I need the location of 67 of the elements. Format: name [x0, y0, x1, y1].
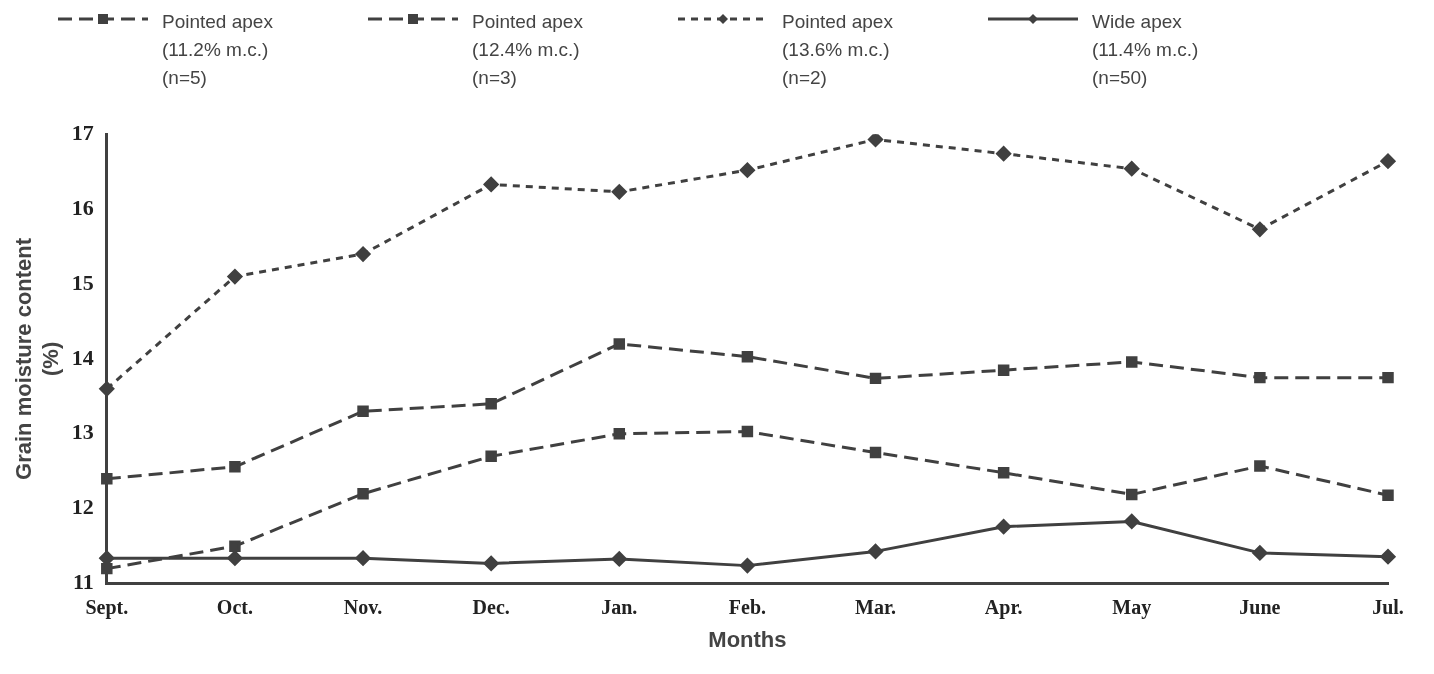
y-tick-label: 13 [71, 419, 94, 445]
x-tick-label: Nov. [343, 595, 383, 618]
legend-label: Pointed apex (11.2% m.c.) (n=5) [162, 10, 273, 90]
point [996, 146, 1012, 162]
point [611, 184, 627, 200]
point [868, 543, 884, 559]
point [485, 398, 497, 410]
point [996, 519, 1012, 535]
x-tick-label: Apr. [984, 595, 1023, 619]
point [997, 364, 1010, 376]
y-tick-label: 16 [71, 194, 94, 220]
x-tick-label: Feb. [728, 595, 767, 618]
point [869, 446, 882, 459]
point [1380, 153, 1396, 169]
point [613, 338, 626, 350]
point [1126, 488, 1138, 501]
point [357, 487, 369, 500]
point [739, 558, 755, 574]
point [357, 405, 369, 418]
point [741, 350, 754, 363]
y-tick-label: 15 [71, 269, 94, 295]
point [1380, 549, 1396, 565]
point [1254, 460, 1266, 472]
legend-label: Pointed apex (12.4% m.c.) (n=3) [472, 10, 583, 90]
point [227, 550, 243, 566]
y-tick-label: 12 [71, 494, 94, 520]
legend-label: Wide apex (11.4% m.c.) (n=50) [1092, 10, 1199, 90]
x-tick-label: June [1239, 595, 1281, 618]
point [227, 269, 243, 285]
y-tick-label: 17 [71, 119, 94, 145]
point [868, 134, 884, 147]
y-tick-label: 11 [73, 569, 94, 595]
point [101, 473, 113, 485]
point [1252, 545, 1268, 561]
point [483, 555, 499, 571]
point [1254, 371, 1266, 384]
point [1252, 221, 1268, 237]
point [997, 467, 1010, 479]
x-tick-label: Jan. [601, 595, 638, 618]
point [613, 428, 626, 440]
point [1124, 161, 1140, 177]
point [99, 381, 115, 397]
x-tick-label: Jul. [1372, 595, 1404, 618]
point [739, 162, 755, 178]
x-tick-label: Dec. [472, 595, 510, 618]
point [869, 372, 882, 385]
x-axis-title: Months [708, 626, 787, 652]
point [101, 562, 113, 575]
point [355, 246, 371, 262]
point [229, 461, 241, 473]
x-tick-label: Oct. [216, 595, 253, 618]
point [355, 550, 371, 566]
point [741, 425, 754, 438]
point [229, 540, 241, 552]
x-tick-label: May [1112, 595, 1152, 619]
point [611, 551, 627, 567]
point [483, 176, 499, 192]
legend-label: Pointed apex (13.6% m.c.) (n=2) [782, 10, 893, 90]
y-axis-title: Grain moisture content (%) [11, 237, 63, 480]
point [1382, 371, 1394, 384]
point [1126, 356, 1138, 368]
point [485, 450, 497, 463]
x-tick-label: Mar. [855, 595, 896, 618]
point [1382, 489, 1394, 501]
x-tick-label: Sept. [85, 595, 129, 619]
point [1124, 513, 1140, 529]
y-tick-label: 14 [71, 344, 94, 370]
